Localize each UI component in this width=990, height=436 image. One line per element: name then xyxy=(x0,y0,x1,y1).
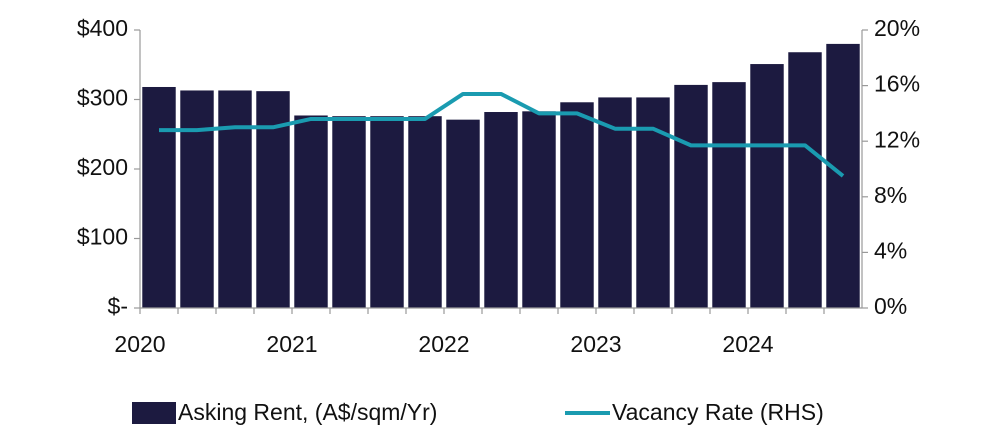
y2-tick-label: 0% xyxy=(874,293,907,319)
y-tick-label: $- xyxy=(108,293,128,319)
y-tick-label: $100 xyxy=(77,224,128,250)
bar xyxy=(332,116,366,309)
y-tick-label: $400 xyxy=(77,15,128,41)
bar xyxy=(180,90,214,308)
x-tick-label: 2023 xyxy=(570,331,621,357)
y-tick-label: $200 xyxy=(77,154,128,180)
x-tick-label: 2024 xyxy=(722,331,773,357)
bar xyxy=(522,111,556,308)
bar xyxy=(674,84,708,308)
x-tick-label: 2020 xyxy=(114,331,165,357)
legend-swatch xyxy=(132,402,176,424)
bar xyxy=(598,97,632,308)
vacancy-line xyxy=(159,91,845,178)
bar xyxy=(712,82,746,308)
bar xyxy=(560,102,594,308)
y2-tick-label: 4% xyxy=(874,237,907,263)
y2-tick-label: 16% xyxy=(874,71,920,97)
bar xyxy=(750,64,784,309)
y2-tick-label: 12% xyxy=(874,126,920,152)
bar xyxy=(294,115,328,308)
y2-tick-label: 8% xyxy=(874,182,907,208)
bar xyxy=(370,116,404,309)
x-tick-label: 2022 xyxy=(418,331,469,357)
y2-tick-label: 20% xyxy=(874,15,920,41)
y-tick-label: $300 xyxy=(77,85,128,111)
bar xyxy=(408,116,442,309)
bar xyxy=(788,52,822,308)
legend-label: Asking Rent, (A$/sqm/Yr) xyxy=(178,399,437,425)
x-tick-label: 2021 xyxy=(266,331,317,357)
bar xyxy=(484,112,518,308)
bar xyxy=(446,119,480,308)
legend-label: Vacancy Rate (RHS) xyxy=(612,399,824,425)
bar xyxy=(826,43,860,309)
bar xyxy=(218,90,252,308)
bar xyxy=(142,86,176,309)
